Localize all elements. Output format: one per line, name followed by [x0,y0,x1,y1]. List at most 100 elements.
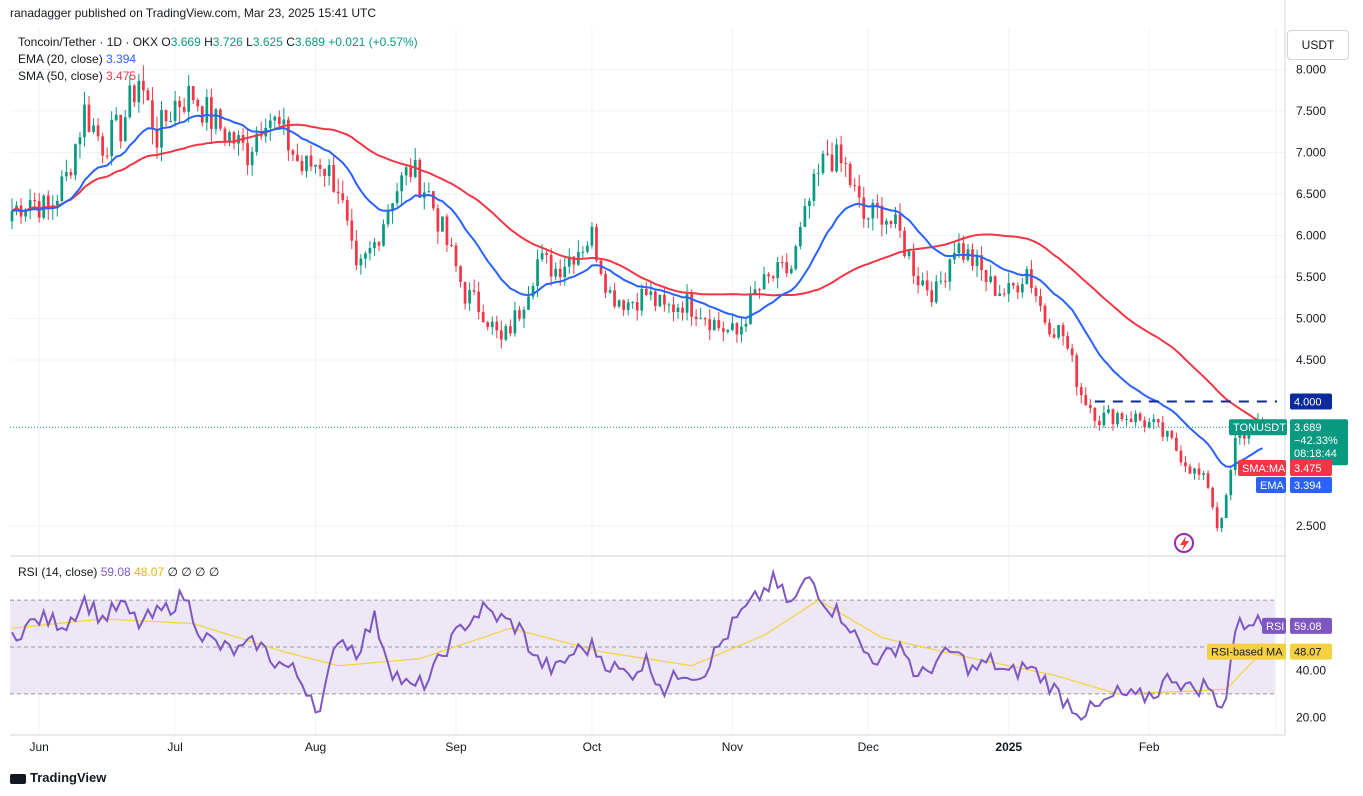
candle-body [921,280,925,286]
candle-body [993,276,997,296]
candle-body [663,294,666,305]
candle-body [364,253,367,259]
lightning-alert-icon[interactable] [1174,533,1194,553]
candle-body [123,117,127,142]
candle-body [839,144,843,164]
sma-legend[interactable]: SMA (50, close) 3.475 [18,69,137,83]
candle-body [1016,285,1020,293]
candle-body [925,280,929,291]
candle-body [468,290,471,304]
candle-body [531,286,535,297]
sma-price-tag[interactable]: 3.475 [1290,460,1332,476]
candle-body [880,205,884,225]
candle-body [844,163,848,165]
candle-body [246,142,249,166]
candle-body [776,262,780,279]
rsi-name-tag-text: RSI [1266,621,1284,633]
candle-body [948,259,952,282]
candle-body [862,197,866,219]
candle-body [762,274,766,290]
rsi-name-tag[interactable]: RSI [1262,617,1286,634]
rsi-ma-value-tag[interactable]: 48.07 [1290,643,1332,660]
candle-body [354,240,358,266]
time-tick-label: Nov [722,740,743,754]
candle-body [794,246,798,269]
price-tick-label: 5.500 [1296,270,1326,284]
rsi-value-tag-text: 59.08 [1294,621,1322,633]
candle-body [1175,437,1178,451]
candle-body [939,280,943,282]
candle-body [345,200,349,221]
candle-body [536,259,539,287]
candle-body [1002,293,1006,295]
candle-body [1011,283,1015,286]
sma-name-tag[interactable]: SMA:MA [1238,460,1286,476]
symbol-tag[interactable]: TONUSDT [1229,419,1287,436]
candle-body [504,326,508,340]
rsi-legend[interactable]: RSI (14, close) 59.08 48.07 ∅ ∅ ∅ ∅ [18,565,220,579]
candle-body [1202,473,1205,475]
currency-button[interactable]: USDT [1287,30,1349,60]
candle-body [613,290,616,307]
candle-body [740,326,743,335]
candle-body [835,144,838,172]
candle-body [472,290,476,292]
ema-name-tag[interactable]: EMA [1256,477,1286,493]
candle-body [572,256,576,265]
candle-body [753,289,757,294]
candle-body [608,290,612,293]
time-tick-label: Aug [305,740,326,754]
rsi-ma-value-tag-text: 48.07 [1294,647,1322,659]
level-price-tag[interactable]: 4.000 [1290,393,1332,410]
rsi-value-tag[interactable]: 59.08 [1290,617,1332,634]
candle-body [785,262,789,274]
candle-body [305,155,308,172]
rsi-ma-value-tag-bg [1290,643,1332,660]
candle-body [1134,413,1137,423]
candle-body [101,136,104,156]
candle-body [1075,355,1079,388]
candle-body [499,330,503,340]
candle-body [1079,387,1083,396]
candle-body [703,318,707,320]
rsi-ma-name-tag-text: RSI-based MA [1211,647,1283,659]
candle-body [69,172,73,176]
candle-body [187,86,191,112]
candle-body [481,312,485,323]
candle-body [445,216,449,246]
candle-body [685,294,689,313]
candle-body [74,144,77,176]
candle-body [558,268,562,278]
last-price-tag-text: −42.33% [1294,435,1338,447]
candle-body [622,300,626,310]
candle-body [454,245,458,267]
tradingview-logo-icon [10,773,26,784]
symbol-tag-text: TONUSDT [1233,422,1286,434]
candle-body [1170,430,1174,438]
candle-body [214,109,218,129]
candle-body [450,245,453,247]
candle-body [314,164,317,167]
candle-body [599,260,603,274]
candle-body [486,322,490,328]
candle-body [735,323,739,335]
candle-body [975,255,979,266]
candle-body [1152,419,1156,422]
last-price-tag[interactable]: 3.689−42.33%08:18:44 [1290,419,1348,466]
candle-body [690,294,693,317]
candle-body [808,200,811,207]
candle-body [563,266,567,278]
candle-body [391,203,394,211]
ema-price-tag[interactable]: 3.394 [1290,477,1332,493]
candle-body [830,154,834,172]
candle-body [404,167,408,176]
rsi-ma-name-tag[interactable]: RSI-based MA [1207,643,1286,660]
candle-body [327,165,331,176]
candle-body [1143,420,1147,428]
ema-legend[interactable]: EMA (20, close) 3.394 [18,52,137,66]
candle-body [232,132,236,144]
candle-body [277,116,281,125]
candle-body [549,254,553,277]
candle-body [1165,430,1169,437]
